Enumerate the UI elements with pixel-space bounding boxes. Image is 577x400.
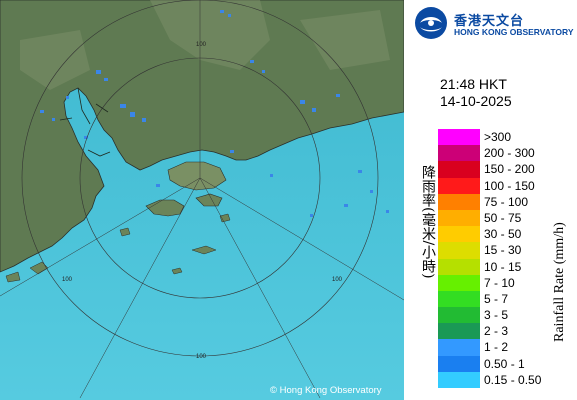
legend-row: 100 - 150 [438, 177, 568, 194]
legend-row: 1 - 2 [438, 339, 568, 356]
legend-swatch [438, 242, 480, 259]
radial-lines [0, 0, 404, 399]
legend-row: 15 - 30 [438, 242, 568, 259]
legend-title-en: Rainfall Rate (mm/h) [552, 222, 567, 342]
rain-echoes [40, 10, 389, 217]
kowloon-peninsula [167, 161, 227, 191]
legend-swatch [438, 355, 480, 372]
legend-swatch [438, 290, 480, 308]
mainland [0, 0, 404, 273]
legend-swatch [438, 274, 480, 291]
range-ring-label: 100 [62, 277, 73, 283]
radar-date: 14-10-2025 [440, 93, 512, 109]
river-lines [59, 87, 111, 157]
legend-range-label: 3 - 5 [484, 308, 509, 323]
range-ring-label: 100 [332, 277, 343, 283]
org-name-zh: 香港天文台 [454, 14, 525, 29]
legend-swatch [438, 339, 480, 356]
legend-swatch [438, 258, 480, 275]
legend-row: 200 - 300 [438, 145, 568, 162]
legend-range-label: 10 - 15 [484, 259, 522, 274]
legend-swatch [438, 145, 480, 162]
legend-row: 75 - 100 [438, 193, 568, 210]
legend-row: 7 - 10 [438, 274, 568, 291]
legend-range-label: 75 - 100 [484, 194, 529, 209]
legend-swatch [438, 161, 480, 178]
legend-row: 5 - 7 [438, 290, 568, 308]
legend-panel: 香港天文台 HONG KONG OBSERVATORY 21:48 HKT 14… [404, 0, 577, 400]
range-ring-label: 100 [196, 42, 207, 48]
legend-swatch [438, 307, 480, 324]
hko-logo[interactable]: 香港天文台 HONG KONG OBSERVATORY [414, 6, 574, 42]
land-relief [20, 0, 390, 90]
outlying-islands [5, 213, 231, 283]
legend-range-label: 7 - 10 [484, 275, 515, 290]
legend-range-label: 0.15 - 0.50 [484, 372, 542, 387]
legend-row: 0.15 - 0.50 [438, 371, 568, 388]
legend-swatch [438, 209, 480, 227]
legend-range-label: 30 - 50 [484, 227, 522, 242]
legend-row: 0.50 - 1 [438, 355, 568, 372]
legend-range-label: 150 - 200 [484, 162, 535, 177]
legend-range-label: 200 - 300 [484, 146, 535, 161]
legend-row: 10 - 15 [438, 258, 568, 275]
hk-island [195, 193, 223, 207]
legend-row: 3 - 5 [438, 307, 568, 324]
legend-swatch [438, 193, 480, 210]
legend-row: >300 [438, 129, 568, 146]
legend-range-label: 100 - 150 [484, 178, 535, 193]
copyright-text: © Hong Kong Observatory [270, 385, 382, 396]
legend-row: 150 - 200 [438, 161, 568, 178]
radar-time: 21:48 HKT [440, 76, 507, 92]
legend-row: 2 - 3 [438, 323, 568, 340]
legend-swatch [438, 129, 480, 146]
legend-range-label: 1 - 2 [484, 340, 509, 355]
legend-swatch [438, 371, 480, 388]
legend-swatch [438, 177, 480, 194]
legend-range-label: 50 - 75 [484, 210, 522, 225]
legend-range-label: >300 [484, 130, 512, 144]
hko-logo-icon [415, 7, 447, 39]
legend-range-label: 2 - 3 [484, 324, 509, 339]
legend-range-label: 0.50 - 1 [484, 356, 525, 371]
legend-swatch [438, 323, 480, 340]
legend-title-zh: 降雨率(毫米/小時) [420, 165, 436, 279]
legend-swatch [438, 226, 480, 243]
legend-row: 50 - 75 [438, 209, 568, 227]
rainfall-legend: >300 200 - 300 150 - 200 100 - 150 75 - 100 5… [438, 129, 568, 388]
legend-range-label: 15 - 30 [484, 243, 522, 258]
legend-row: 30 - 50 [438, 226, 568, 243]
range-ring-label: 100 [196, 354, 207, 360]
legend-range-label: 5 - 7 [484, 291, 509, 306]
org-name-en: HONG KONG OBSERVATORY [454, 27, 574, 37]
radar-map[interactable]: 100 100 100 100 [0, 0, 404, 400]
